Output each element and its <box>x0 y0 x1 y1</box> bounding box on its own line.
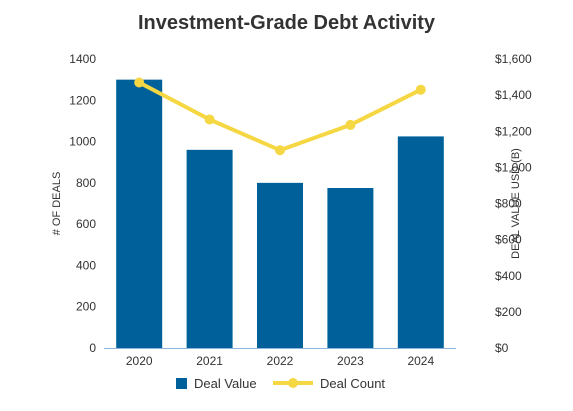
deal-count-point-2021 <box>204 114 215 125</box>
deal-count-line <box>138 80 422 153</box>
bar-2020-deal-value <box>116 79 163 349</box>
right-tick-label: $1,000 <box>495 160 532 174</box>
x-tick-label: 2024 <box>407 354 434 368</box>
left-tick-label: 600 <box>76 217 96 231</box>
right-tick-label: $800 <box>495 197 522 211</box>
left-tick-label: 800 <box>76 176 96 190</box>
chart-title: Investment-Grade Debt Activity <box>137 12 436 34</box>
right-tick-label: $0 <box>495 341 509 355</box>
x-tick-label: 2022 <box>267 354 294 368</box>
x-tick-label: 2020 <box>126 354 153 368</box>
right-tick-label: $400 <box>495 269 522 283</box>
legend-label-deal-value: Deal Value <box>194 376 257 391</box>
left-tick-label: 200 <box>76 300 96 314</box>
legend-label-deal-count: Deal Count <box>320 376 385 391</box>
deal-count-point-2023 <box>345 119 356 130</box>
legend-swatch-deal-value <box>176 378 187 389</box>
left-tick-label: 400 <box>76 258 96 272</box>
legend-marker-deal-count <box>288 378 298 388</box>
left-tick-label: 1400 <box>69 52 96 66</box>
bar-2022-deal-value <box>257 182 303 348</box>
right-tick-label: $1,600 <box>495 52 532 66</box>
left-axis-title: # OF DEALS <box>51 172 63 236</box>
right-tick-label: $1,400 <box>495 88 532 102</box>
bar-2024-deal-value <box>397 136 444 348</box>
right-tick-label: $600 <box>495 233 522 247</box>
bar-2021-deal-value <box>186 149 233 348</box>
right-tick-label: $200 <box>495 305 522 319</box>
right-tick-label: $1,200 <box>495 124 532 138</box>
left-tick-label: 1200 <box>69 93 96 107</box>
deal-count-point-2020 <box>134 77 145 88</box>
deal-count-point-2024 <box>415 84 426 95</box>
x-tick-label: 2023 <box>337 354 364 368</box>
right-axis-title: DEAL VALUE USD (B) <box>510 148 522 259</box>
left-tick-label: 1000 <box>69 135 96 149</box>
left-tick-label: 0 <box>89 341 96 355</box>
bar-2023-deal-value <box>327 188 374 348</box>
x-tick-label: 2021 <box>196 354 223 368</box>
deal-count-point-2022 <box>275 145 285 156</box>
